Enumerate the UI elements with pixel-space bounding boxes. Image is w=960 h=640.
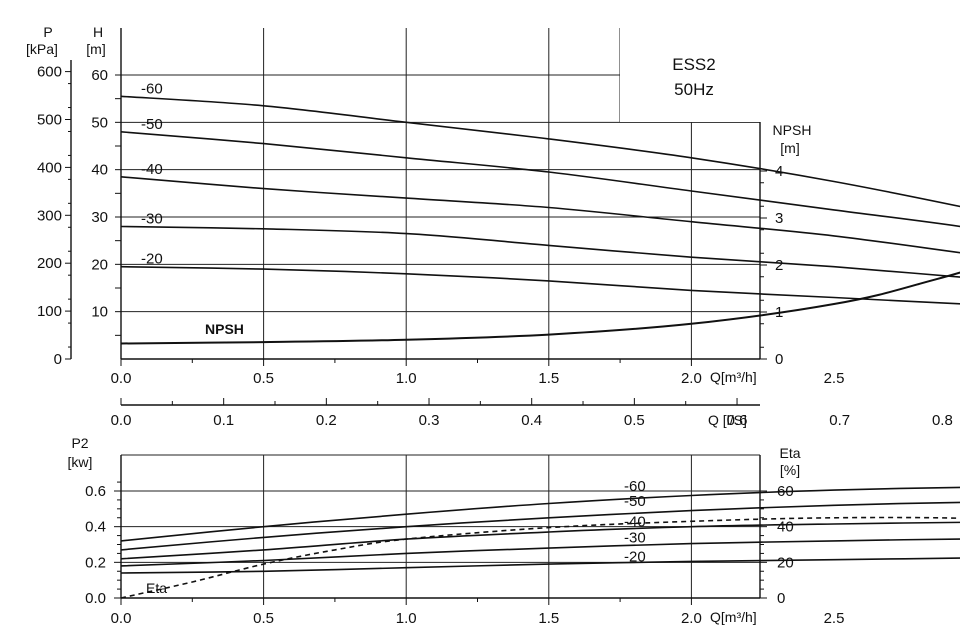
x2-tick-label: 0.2 <box>316 412 337 429</box>
p2-tick-label: 0.4 <box>85 519 106 536</box>
p2-tick-label: 0.0 <box>85 590 106 607</box>
top-x-tick-label: 1.5 <box>538 370 559 387</box>
h-tick-label: 60 <box>91 67 108 84</box>
eta-tick-label: 0 <box>777 590 785 607</box>
bottom-x-tick-label: 2.0 <box>681 610 702 627</box>
top-x-tick-label: 2.0 <box>681 370 702 387</box>
p-tick-label: 0 <box>54 351 62 368</box>
h-tick-label: 30 <box>91 209 108 226</box>
bottom-series-group: -60-50 -40-30 -20 Eta <box>120 478 960 599</box>
top-series-m40-line <box>120 176 960 254</box>
bottom-x-tick-label: 1.0 <box>396 610 417 627</box>
p-tick-label: 500 <box>37 112 62 129</box>
npsh-tick-label: 0 <box>775 351 783 368</box>
eta-tick-label: 40 <box>777 519 794 536</box>
top-x-tick-label: 2.5 <box>824 370 845 387</box>
eta-series-label: Eta <box>146 580 167 596</box>
h-tick-label: 50 <box>91 114 108 131</box>
bottom-x-axis-label: Q[m³/h] <box>710 609 757 625</box>
x2-tick-label: 0.1 <box>213 412 234 429</box>
top-series-npsh-line <box>120 271 960 345</box>
x2-axis-label: Q [l/S] <box>708 412 747 428</box>
bottom-x-tick-label: 0.5 <box>253 610 274 627</box>
npsh-tick-label: 2 <box>775 257 783 274</box>
top-series-m50-line <box>120 131 960 228</box>
bottom-x-tick-label: 0.0 <box>111 610 132 627</box>
top-series-label: -30 <box>141 210 163 227</box>
p2-axis-label: P2 <box>71 435 88 451</box>
p-axis-label: P <box>43 24 52 40</box>
x2-tick-label: 0.3 <box>419 412 440 429</box>
x2-tick-label: 0.8 <box>932 412 953 429</box>
bottom-series-label: -60 <box>624 478 646 495</box>
bottom-series-m30-line <box>120 538 960 567</box>
h-axis-label: H <box>93 24 103 40</box>
p-tick-label: 300 <box>37 207 62 224</box>
p2-tick-label: 0.2 <box>85 554 106 571</box>
top-series-label: -40 <box>141 161 163 178</box>
p2-axis-unit: [kw] <box>68 454 93 470</box>
bottom-series-m40-line <box>120 521 960 560</box>
bottom-series-label: -40 <box>624 513 646 530</box>
top-x-tick-label: 0.5 <box>253 370 274 387</box>
bottom-series-m50-line <box>120 501 960 551</box>
p-tick-label: 100 <box>37 303 62 320</box>
h-axis-unit: [m] <box>86 41 105 57</box>
x2-tick-label: 0.4 <box>521 412 542 429</box>
npsh-series-label: NPSH <box>205 321 244 337</box>
bottom-series-label: -50 <box>624 493 646 510</box>
bottom-series-m20-line <box>120 557 960 574</box>
top-series-m20-line <box>120 265 960 305</box>
bottom-axes: 0.00.20.40.602040600.00.51.01.52.02.53.0… <box>85 455 845 627</box>
bottom-series-label: -30 <box>624 530 646 547</box>
chart-subtitle: 50Hz <box>674 80 714 99</box>
p-axis-unit: [kPa] <box>26 41 58 57</box>
eta-axis-unit: [%] <box>780 462 800 478</box>
p-tick-label: 200 <box>37 255 62 272</box>
npsh-axis-unit: [m] <box>780 140 799 156</box>
bottom-x-tick-label: 2.5 <box>824 610 845 627</box>
bottom-grid <box>121 454 760 598</box>
title-box <box>620 28 760 122</box>
h-tick-label: 40 <box>91 162 108 179</box>
top-series-group: -60 -50 -40 -30 -20 NPSH <box>120 80 960 345</box>
top-series-label: -50 <box>141 116 163 133</box>
npsh-axis-label: NPSH <box>773 122 812 138</box>
top-series-label: -60 <box>141 80 163 97</box>
x2-tick-label: 0.5 <box>624 412 645 429</box>
x2-tick-label: 0.6 <box>727 412 748 429</box>
top-series-label: -20 <box>141 251 163 268</box>
chart-title: ESS2 <box>672 55 715 74</box>
bottom-x-tick-label: 1.5 <box>538 610 559 627</box>
bottom-series-eta-line <box>120 516 960 599</box>
p-tick-label: 400 <box>37 159 62 176</box>
p2-tick-label: 0.6 <box>85 483 106 500</box>
top-series-m60-line <box>120 95 960 208</box>
p-tick-label: 600 <box>37 64 62 81</box>
eta-tick-label: 20 <box>777 554 794 571</box>
x2-tick-label: 0.0 <box>111 412 132 429</box>
bottom-series-m60-line <box>120 486 960 542</box>
h-tick-label: 10 <box>91 304 108 321</box>
x2-tick-label: 0.7 <box>829 412 850 429</box>
top-x-axis-label: Q[m³/h] <box>710 369 757 385</box>
h-tick-label: 20 <box>91 256 108 273</box>
npsh-tick-label: 3 <box>775 210 783 227</box>
bottom-series-label: -20 <box>624 549 646 566</box>
top-series-m30-line <box>120 225 960 278</box>
top-x-tick-label: 1.0 <box>396 370 417 387</box>
eta-axis-label: Eta <box>779 445 800 461</box>
top-x-tick-label: 0.0 <box>111 370 132 387</box>
